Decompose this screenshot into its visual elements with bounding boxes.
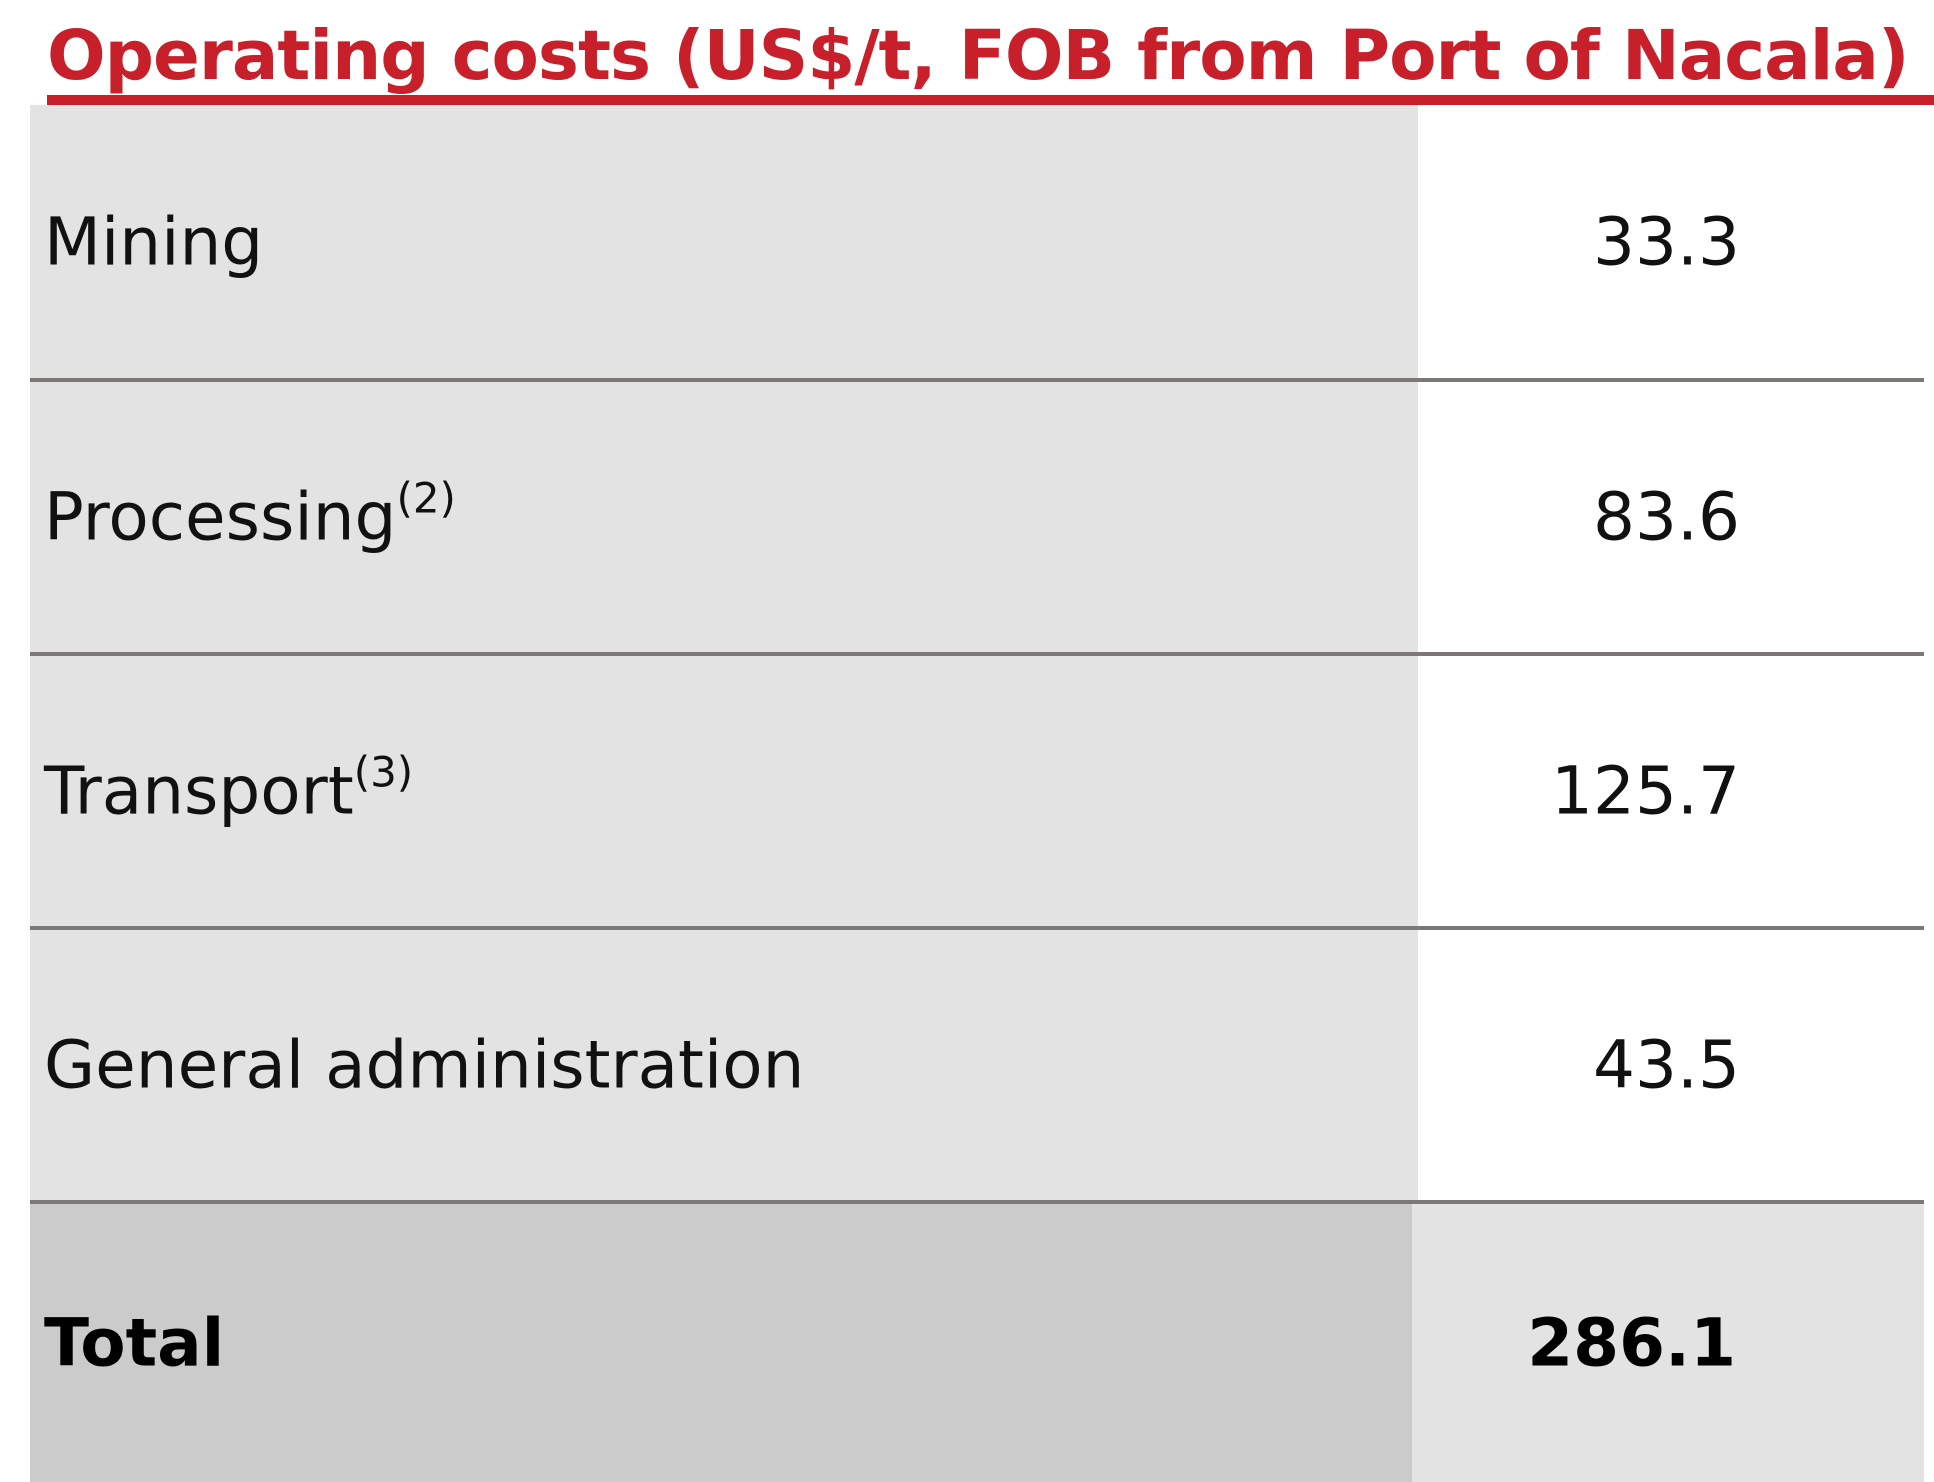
footnote-marker: (3) [353, 747, 414, 797]
value-cell: 125.7 [1418, 656, 1924, 926]
label-cell: Mining [30, 105, 1418, 378]
row-value: 43.5 [1593, 1026, 1740, 1104]
label-cell: Transport(3) [30, 656, 1418, 926]
row-label: Processing(2) [44, 473, 456, 556]
row-value: 125.7 [1551, 752, 1740, 830]
row-value: 83.6 [1593, 478, 1740, 556]
table-row-mining: Mining 33.3 [30, 105, 1924, 378]
row-divider [30, 1200, 1924, 1204]
row-divider [30, 652, 1924, 656]
operating-costs-table: Mining 33.3 Processing(2) 83.6 Transport… [30, 105, 1924, 1482]
row-divider [30, 378, 1924, 382]
value-cell: 83.6 [1418, 382, 1924, 652]
table-row-general-administration: General administration 43.5 [30, 930, 1924, 1200]
title-underline [47, 95, 1934, 105]
total-label: Total [44, 1304, 225, 1382]
row-label: Transport(3) [44, 747, 414, 830]
label-cell: Total [30, 1204, 1412, 1482]
label-cell: Processing(2) [30, 382, 1418, 652]
label-cell: General administration [30, 930, 1418, 1200]
value-cell: 33.3 [1418, 105, 1924, 378]
value-cell: 286.1 [1412, 1204, 1924, 1482]
table-row-processing: Processing(2) 83.6 [30, 382, 1924, 652]
row-label: General administration [44, 1026, 805, 1104]
page-title: Operating costs (US$/t, FOB from Port of… [47, 16, 1909, 96]
footnote-marker: (2) [396, 473, 456, 523]
row-value: 33.3 [1593, 203, 1740, 280]
table-row-total: Total 286.1 [30, 1204, 1924, 1482]
row-divider [30, 926, 1924, 930]
total-value: 286.1 [1527, 1304, 1736, 1382]
table-row-transport: Transport(3) 125.7 [30, 656, 1924, 926]
row-label: Mining [44, 203, 264, 280]
value-cell: 43.5 [1418, 930, 1924, 1200]
